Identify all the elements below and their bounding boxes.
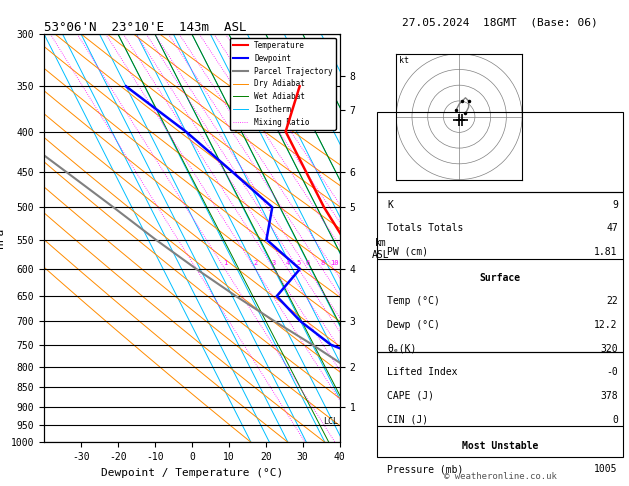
Text: 10: 10 [330, 260, 338, 266]
Text: CAPE (J): CAPE (J) [387, 391, 434, 401]
Text: 53°06'N  23°10'E  143m  ASL: 53°06'N 23°10'E 143m ASL [44, 21, 247, 34]
Text: 2: 2 [253, 260, 257, 266]
Text: 1005: 1005 [594, 464, 618, 474]
Text: 9: 9 [612, 200, 618, 209]
Text: 22: 22 [606, 296, 618, 307]
Text: 1.81: 1.81 [594, 247, 618, 257]
Text: LCL: LCL [323, 417, 338, 426]
Text: 12.2: 12.2 [594, 320, 618, 330]
Text: 1: 1 [223, 260, 227, 266]
Text: K: K [387, 200, 393, 209]
Text: © weatheronline.co.uk: © weatheronline.co.uk [443, 472, 557, 481]
X-axis label: Dewpoint / Temperature (°C): Dewpoint / Temperature (°C) [101, 468, 283, 478]
Text: 47: 47 [606, 223, 618, 233]
Text: Totals Totals: Totals Totals [387, 223, 464, 233]
Text: 378: 378 [600, 391, 618, 401]
Y-axis label: hPa: hPa [0, 228, 5, 248]
Text: kt: kt [399, 56, 409, 65]
Text: 6: 6 [306, 260, 310, 266]
Text: Temp (°C): Temp (°C) [387, 296, 440, 307]
Text: 0: 0 [612, 415, 618, 425]
Text: θₑ(K): θₑ(K) [387, 344, 416, 354]
Legend: Temperature, Dewpoint, Parcel Trajectory, Dry Adiabat, Wet Adiabat, Isotherm, Mi: Temperature, Dewpoint, Parcel Trajectory… [230, 38, 336, 130]
Text: 4: 4 [286, 260, 290, 266]
Text: 8: 8 [320, 260, 325, 266]
Text: Dewp (°C): Dewp (°C) [387, 320, 440, 330]
Text: PW (cm): PW (cm) [387, 247, 428, 257]
Text: Surface: Surface [479, 273, 521, 283]
Text: CIN (J): CIN (J) [387, 415, 428, 425]
Text: 5: 5 [296, 260, 301, 266]
Text: 3: 3 [272, 260, 276, 266]
Text: -0: -0 [606, 367, 618, 377]
Y-axis label: km
ASL: km ASL [372, 238, 389, 260]
Text: Lifted Index: Lifted Index [387, 367, 458, 377]
Text: Pressure (mb): Pressure (mb) [387, 464, 464, 474]
Text: Most Unstable: Most Unstable [462, 441, 538, 451]
Text: 27.05.2024  18GMT  (Base: 06): 27.05.2024 18GMT (Base: 06) [402, 17, 598, 27]
Text: 320: 320 [600, 344, 618, 354]
